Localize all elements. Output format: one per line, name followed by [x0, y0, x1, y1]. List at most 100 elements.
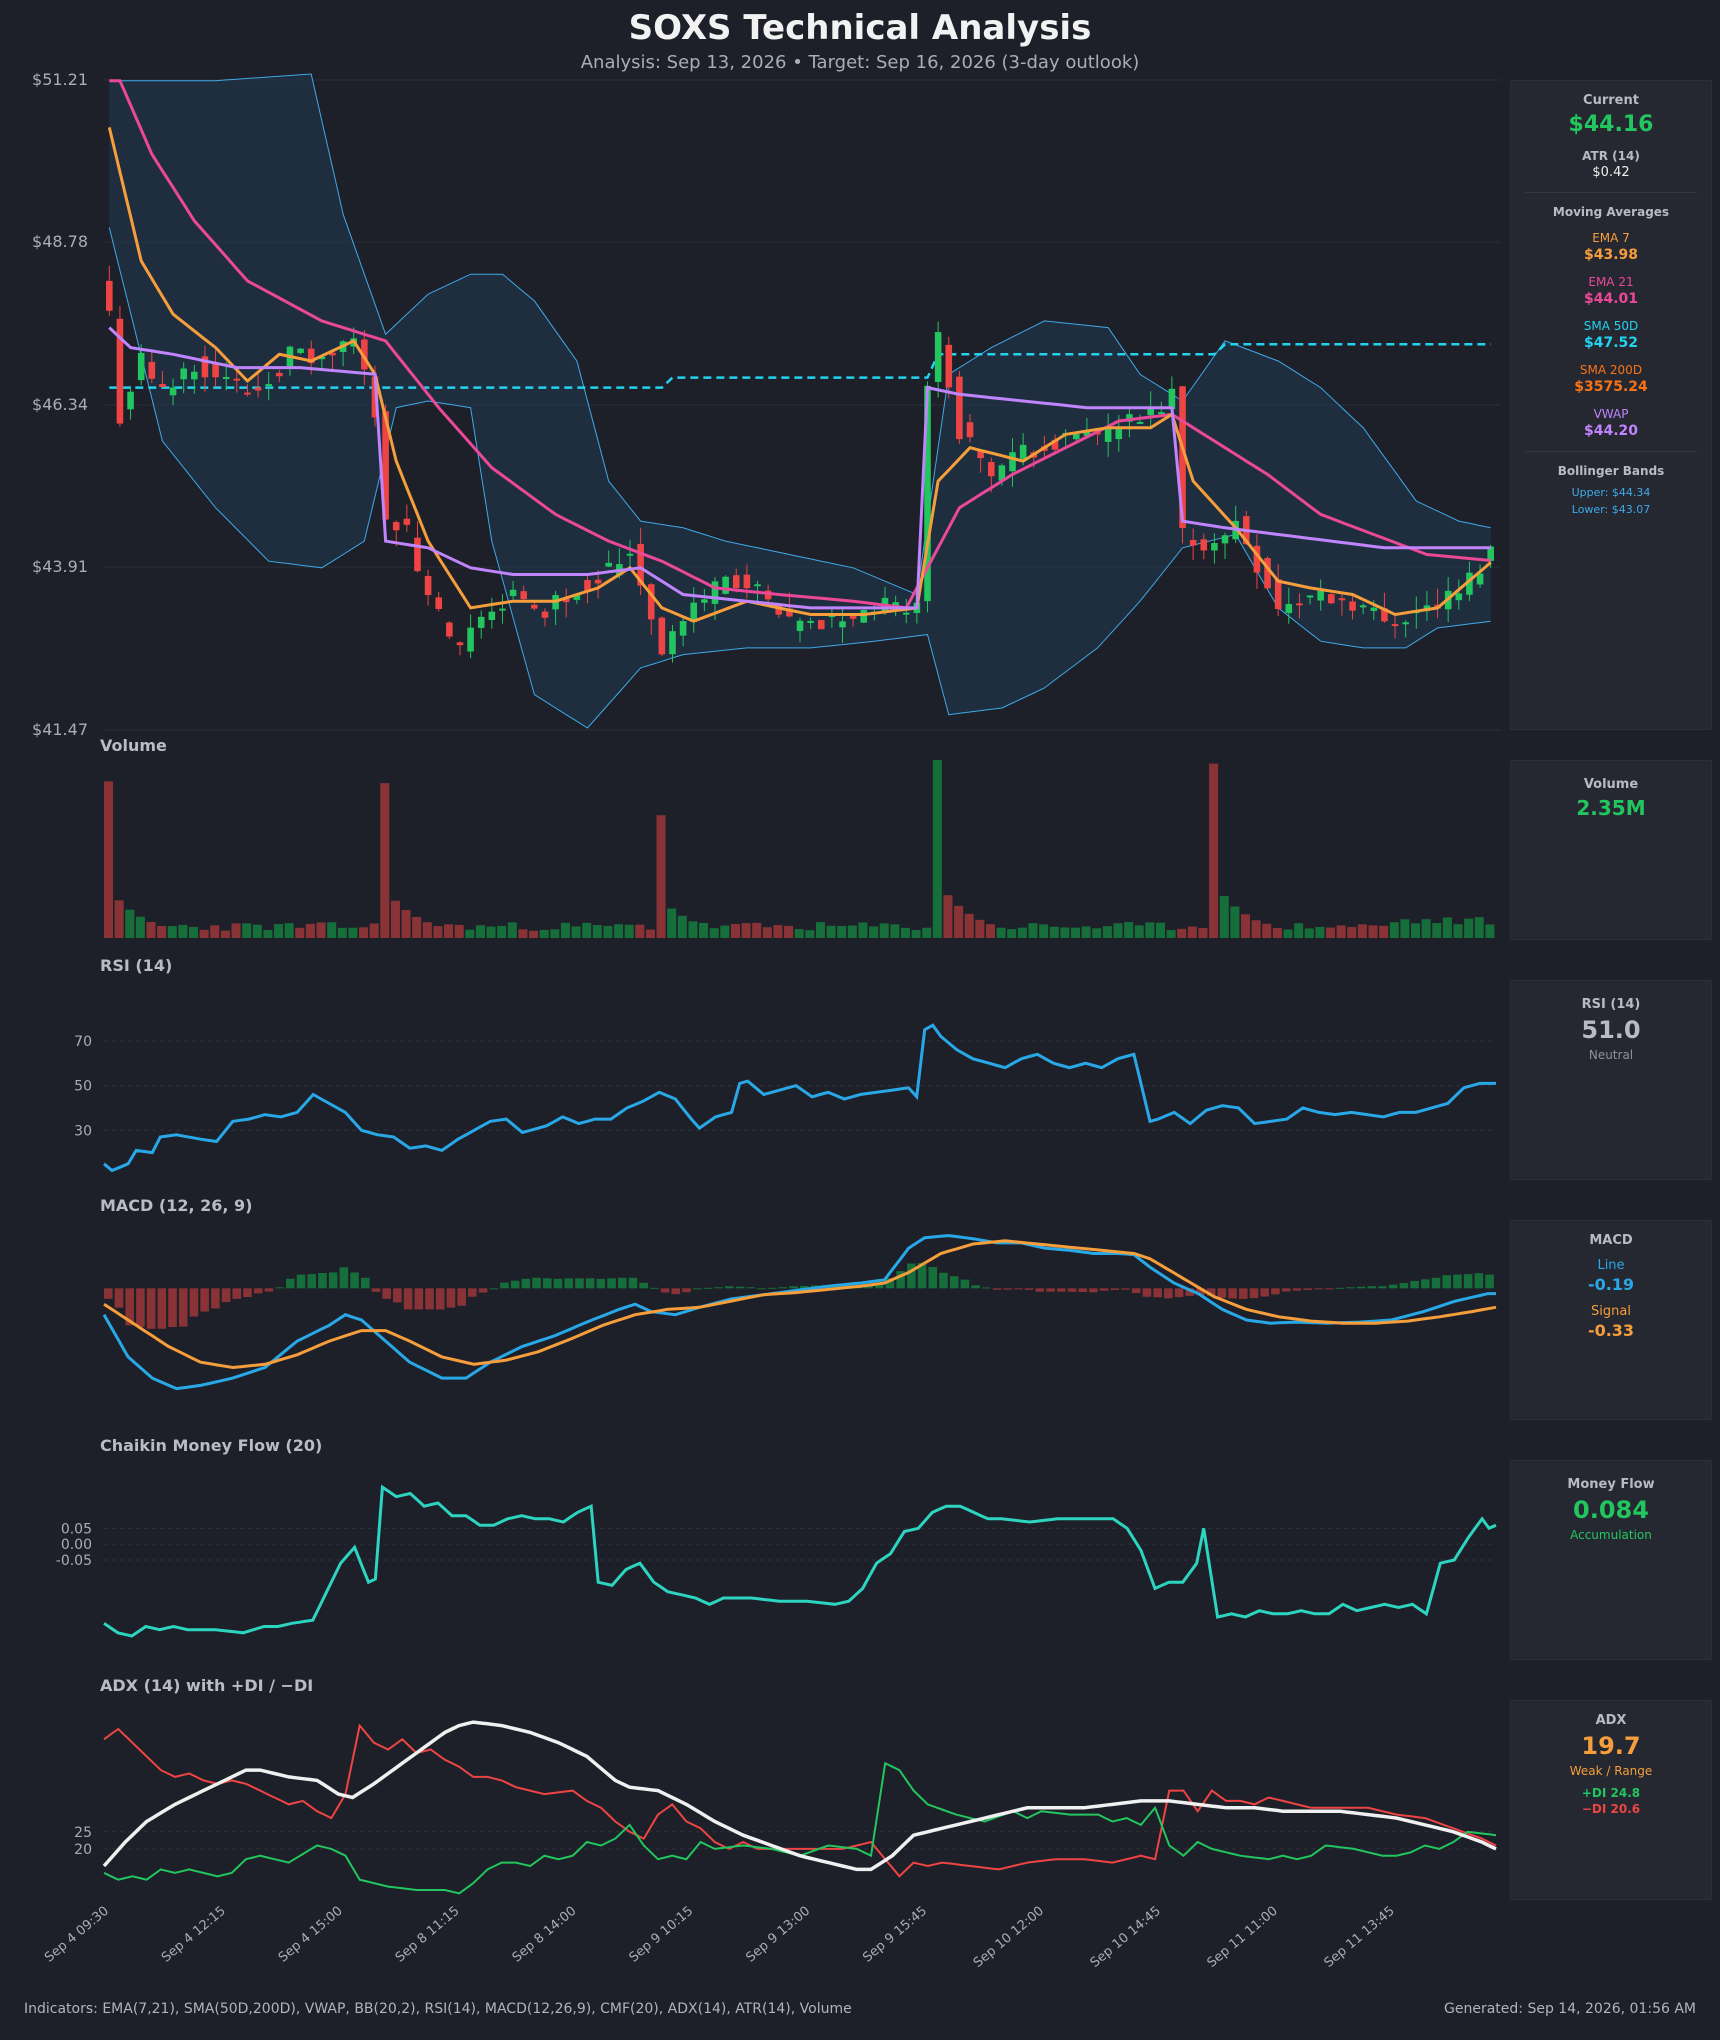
rsi-panel-title: RSI (14)	[100, 956, 173, 975]
macd-histogram-bar	[1056, 1288, 1066, 1292]
volume-bar	[1474, 917, 1484, 938]
adx-label: ADX	[1595, 1713, 1627, 1728]
volume-bar	[762, 927, 772, 938]
ema21-line	[109, 79, 1491, 610]
macd-histogram-bar	[136, 1288, 145, 1328]
candle-body	[382, 411, 389, 520]
candle-body	[934, 332, 942, 382]
macd-histogram-bar	[532, 1277, 541, 1289]
macd-histogram-bar	[982, 1287, 991, 1289]
volume-bar	[1028, 923, 1038, 938]
volume-bar	[900, 927, 910, 938]
macd-histogram-bar	[660, 1288, 670, 1293]
macd-histogram-bar	[1196, 1288, 1205, 1296]
volume-bar	[507, 922, 517, 938]
macd-summary-box: MACD Line -0.19 Signal -0.33	[1510, 1220, 1712, 1420]
volume-bar	[104, 781, 114, 938]
macd-histogram-bar	[425, 1288, 434, 1310]
volume-bar	[1070, 927, 1080, 938]
candle-body	[456, 642, 464, 646]
page-title: SOXS Technical Analysis	[628, 8, 1092, 48]
candle-body	[424, 575, 432, 596]
volume-bar	[1092, 928, 1102, 938]
macd-histogram-bar	[617, 1277, 627, 1289]
macd-histogram-bar	[746, 1287, 756, 1289]
sma50-value: $47.52	[1583, 335, 1639, 351]
macd-label: MACD	[1589, 1233, 1633, 1248]
candle-body	[1274, 579, 1282, 610]
volume-bar	[1198, 927, 1208, 938]
macd-histogram-bar	[1431, 1277, 1441, 1289]
macd-histogram-bar	[1067, 1288, 1077, 1292]
candle-body	[1009, 452, 1016, 472]
macd-histogram-bar	[178, 1288, 188, 1327]
vwap-label: VWAP	[1593, 407, 1629, 421]
volume-bar	[1453, 924, 1463, 938]
volume-bar	[699, 922, 709, 938]
macd-line-value: -0.19	[1587, 1275, 1635, 1294]
volume-bar	[1347, 927, 1357, 938]
volume-bar	[635, 924, 645, 938]
ema7-line	[107, 127, 1492, 623]
candle-body	[1370, 607, 1378, 611]
time-axis-tick-label: Sep 4 15:00	[276, 1904, 346, 1966]
macd-histogram-bar	[735, 1286, 745, 1289]
candle-body	[1466, 572, 1473, 595]
macd-histogram-bar	[1346, 1287, 1355, 1289]
price-axis-tick-label: $43.91	[32, 557, 88, 576]
candle-body	[509, 589, 517, 597]
candle-body	[1285, 604, 1293, 614]
candle-body	[180, 368, 187, 380]
candle-body	[1136, 421, 1144, 424]
volume-value: 2.35M	[1576, 796, 1646, 820]
volume-bar	[231, 923, 241, 938]
candle-body	[297, 348, 304, 353]
candle-body	[977, 450, 984, 459]
sma200-label: SMA 200D	[1579, 363, 1643, 377]
candle-body	[1317, 590, 1324, 601]
macd-histogram-bar	[168, 1288, 177, 1328]
axis-tick-label: 70	[74, 1034, 92, 1050]
volume-bar	[1464, 918, 1474, 938]
time-axis-tick-label: Sep 9 13:00	[743, 1904, 813, 1966]
macd-histogram-bar	[671, 1288, 681, 1295]
candle-body	[276, 372, 283, 377]
volume-bar	[475, 925, 485, 938]
volume-bar	[1230, 906, 1240, 938]
macd-histogram-bar	[328, 1272, 338, 1289]
rsi-value: 51.0	[1581, 1016, 1641, 1044]
candle-body	[998, 465, 1006, 481]
macd-histogram-bar	[960, 1279, 970, 1289]
volume-bar	[964, 913, 974, 938]
candle-body	[499, 608, 506, 611]
bollinger-lower: Lower: $43.07	[1571, 503, 1651, 516]
macd-histogram-bar	[146, 1288, 156, 1329]
adx-panel-title: ADX (14) with +DI / −DI	[100, 1676, 314, 1695]
volume-bar	[847, 925, 857, 938]
macd-histogram-bar	[243, 1288, 252, 1298]
candle-body	[732, 575, 740, 589]
volume-bar	[135, 916, 145, 938]
volume-bar	[412, 916, 422, 938]
macd-histogram-bar	[1463, 1274, 1473, 1289]
macd-histogram-bar	[907, 1263, 916, 1289]
candle-body	[233, 378, 241, 381]
macd-histogram-bar	[1335, 1287, 1344, 1289]
candle-body	[1391, 624, 1399, 627]
macd-histogram-bar	[457, 1288, 466, 1306]
macd-histogram-bar	[1442, 1275, 1452, 1289]
macd-histogram-bar	[350, 1272, 359, 1289]
macd-histogram-bar	[917, 1263, 927, 1289]
volume-bar	[1389, 922, 1399, 938]
volume-bar	[1442, 917, 1452, 938]
time-axis: Sep 4 09:30 Sep 4 12:15 Sep 4 15:00 Sep 8 1…	[42, 1904, 1398, 1971]
candle-body	[106, 280, 113, 311]
candle-body	[1349, 601, 1356, 611]
price-chart: $51.21 $48.78 $46.34 $43.91 $41.47	[32, 70, 1500, 739]
volume-bar	[220, 930, 230, 938]
time-axis-tick-label: Sep 11 11:00	[1205, 1904, 1281, 1971]
volume-bar	[1262, 923, 1272, 938]
candle-body	[637, 543, 644, 586]
macd-histogram-bar	[896, 1271, 905, 1289]
candle-body	[520, 591, 528, 600]
